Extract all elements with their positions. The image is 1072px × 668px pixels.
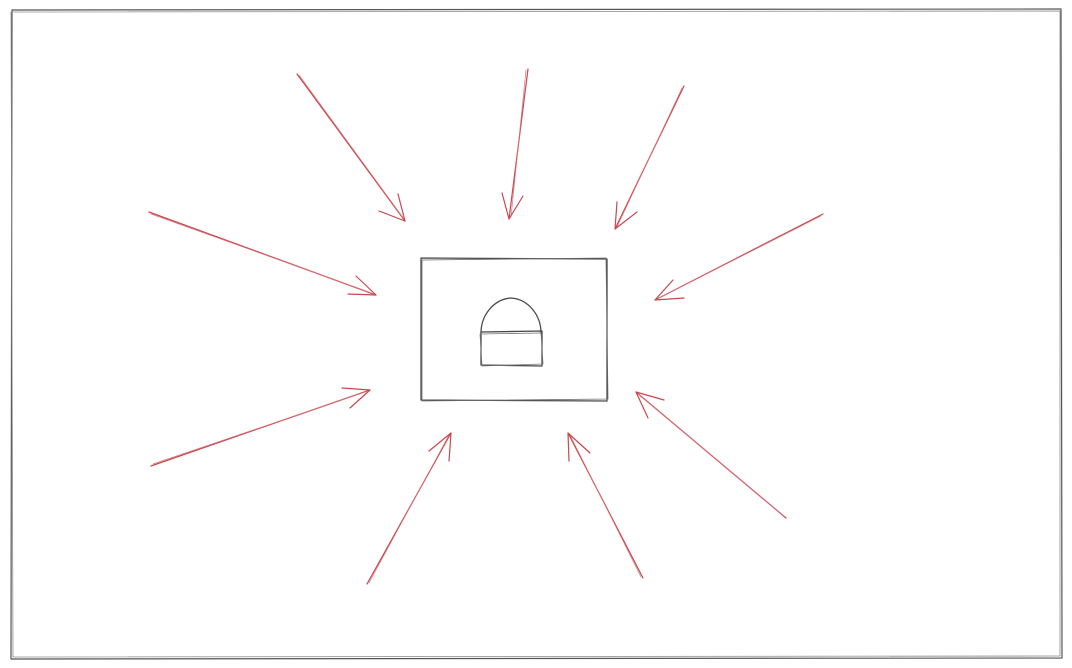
arrow-right-lower (635, 391, 787, 519)
arrow-right-upper (654, 213, 824, 301)
arrow-left-upper (148, 211, 377, 296)
lock-icon (479, 297, 544, 367)
arrow-bottom-left (366, 432, 452, 585)
arrow-top (501, 68, 529, 220)
arrows-group (148, 68, 824, 585)
arrow-left-lower (150, 387, 371, 467)
outer-frame (10, 8, 1063, 660)
arrow-bottom-right (567, 432, 644, 579)
arrow-top-left (296, 73, 406, 222)
center-box (420, 257, 609, 402)
arrow-top-right (614, 85, 685, 230)
